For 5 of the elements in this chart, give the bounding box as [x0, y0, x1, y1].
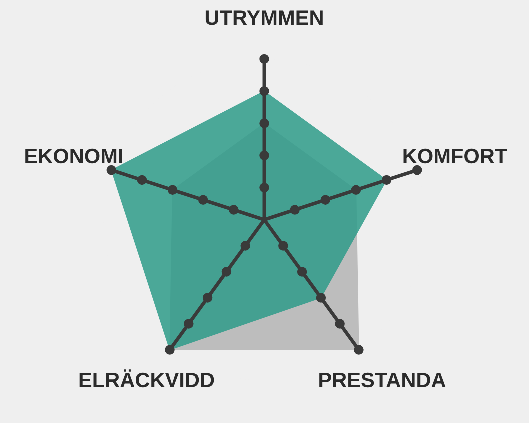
spoke-label: KOMFORT [404, 148, 508, 164]
spoke-label: PRESTANDA [320, 372, 446, 388]
spoke-label: EKONOMI [26, 148, 122, 164]
spoke-label: ELRÄCKVIDD [80, 370, 214, 388]
spoke-label: UTRYMMEN [206, 10, 323, 26]
